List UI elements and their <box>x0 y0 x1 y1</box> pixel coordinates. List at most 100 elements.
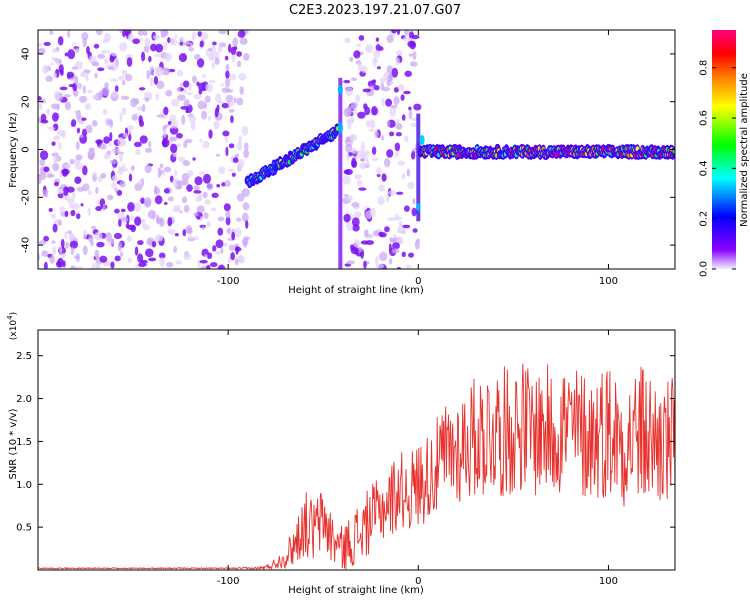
noise-speckle <box>197 100 206 110</box>
noise-speckle <box>82 245 88 256</box>
noise-speckle <box>228 244 236 251</box>
noise-speckle <box>178 53 187 63</box>
noise-speckle <box>174 233 179 237</box>
noise-speckle <box>225 63 230 71</box>
noise-speckle <box>159 257 166 267</box>
noise-speckle <box>183 204 190 213</box>
noise-speckle <box>176 87 181 93</box>
noise-speckle <box>154 195 163 205</box>
noise-speckle <box>151 240 157 248</box>
noise-speckle <box>212 41 217 46</box>
noise-speckle <box>190 121 196 131</box>
noise-speckle <box>118 218 122 227</box>
noise-speckle <box>49 255 55 264</box>
noise-speckle <box>138 262 147 268</box>
noise-speckle <box>234 227 242 238</box>
noise-speckle <box>173 205 181 211</box>
colorbar-tick-label: 0.4 <box>699 160 710 176</box>
noise-speckle <box>395 236 404 245</box>
noise-speckle <box>362 88 372 93</box>
noise-speckle <box>234 258 239 266</box>
noise-speckle <box>92 94 99 100</box>
x-tick-label: -100 <box>217 276 240 287</box>
noise-speckle <box>345 143 353 153</box>
noise-speckle <box>144 164 152 174</box>
spike-band <box>338 77 343 269</box>
noise-speckle <box>118 75 125 81</box>
noise-speckle <box>225 216 231 226</box>
zero-artifact-peak <box>419 134 425 145</box>
noise-speckle <box>114 255 121 262</box>
noise-speckle <box>72 202 80 210</box>
noise-speckle <box>116 189 123 196</box>
noise-speckle <box>120 208 126 213</box>
noise-speckle <box>346 195 353 201</box>
noise-speckle <box>395 118 400 124</box>
noise-speckle <box>353 50 361 59</box>
noise-speckle <box>236 97 244 106</box>
noise-speckle <box>181 114 186 125</box>
noise-speckle <box>142 30 148 36</box>
noise-speckle <box>212 245 217 252</box>
noise-speckle <box>202 140 210 149</box>
noise-speckle <box>82 165 88 176</box>
noise-speckle <box>57 257 64 268</box>
noise-speckle <box>170 98 180 107</box>
noise-speckle <box>101 86 110 97</box>
noise-speckle <box>221 102 229 109</box>
noise-speckle <box>85 76 89 82</box>
noise-speckle <box>52 72 57 79</box>
noise-speckle <box>404 30 410 36</box>
noise-speckle <box>243 52 250 61</box>
x-tick-label: 100 <box>599 276 618 287</box>
snr-panel: -100 0 100 0.5 1.0 1.5 2.0 2.5 Height of strai… <box>6 312 676 596</box>
noise-speckle <box>363 103 368 110</box>
noise-speckle <box>119 251 124 257</box>
noise-speckle <box>386 149 394 158</box>
noise-speckle <box>408 53 414 57</box>
noise-speckle <box>396 30 401 36</box>
noise-speckle <box>108 66 115 70</box>
noise-speckle <box>232 157 239 164</box>
noise-speckle <box>413 103 422 111</box>
noise-speckle <box>94 231 103 241</box>
noise-speckle <box>217 216 225 222</box>
noise-speckle <box>414 240 420 250</box>
noise-speckle <box>146 69 151 80</box>
noise-speckle <box>412 51 417 60</box>
noise-speckle <box>366 119 371 128</box>
noise-speckle <box>149 77 154 87</box>
noise-speckle <box>106 119 112 125</box>
noise-speckle <box>92 172 98 177</box>
noise-speckle <box>110 78 119 82</box>
noise-speckle <box>76 82 83 88</box>
noise-speckle <box>67 197 75 205</box>
snr-x-ticks: -100 0 100 <box>217 330 618 587</box>
noise-speckle <box>173 245 178 253</box>
noise-speckle <box>193 190 202 194</box>
y-tick-label: 2.0 <box>16 394 32 405</box>
noise-speckle <box>74 75 79 86</box>
y-tick-label: 1.5 <box>16 437 32 448</box>
noise-speckle <box>352 107 358 116</box>
noise-speckle <box>167 216 173 227</box>
noise-speckle <box>193 212 200 217</box>
noise-speckle <box>117 241 123 252</box>
noise-speckle <box>394 142 401 152</box>
noise-speckle <box>391 239 396 244</box>
noise-speckle <box>229 73 237 81</box>
noise-speckle <box>371 157 379 161</box>
snr-y-multiplier-base: (x10 <box>9 320 19 341</box>
noise-speckle <box>40 119 49 124</box>
noise-speckle <box>135 149 141 156</box>
noise-speckle <box>350 101 358 108</box>
noise-speckle <box>61 168 70 176</box>
noise-speckle <box>373 49 381 59</box>
noise-speckle <box>63 94 71 98</box>
noise-speckle <box>148 257 157 262</box>
noise-speckle <box>215 239 224 249</box>
noise-speckle <box>70 265 76 269</box>
noise-speckle <box>227 227 231 234</box>
noise-speckle <box>375 37 379 42</box>
noise-speckle <box>188 83 192 92</box>
